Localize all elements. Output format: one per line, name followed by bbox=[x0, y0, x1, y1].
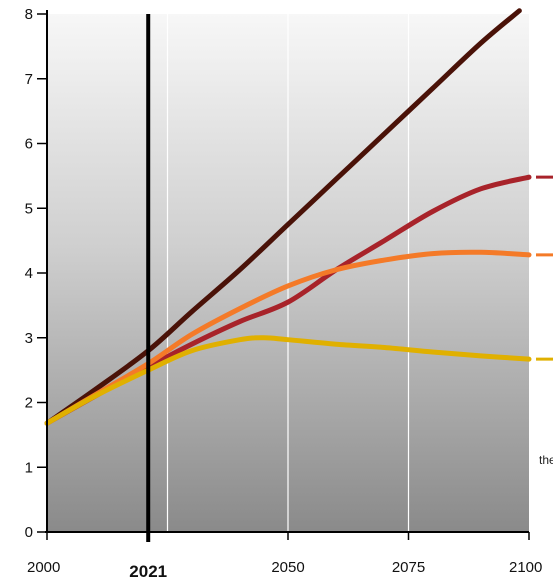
x-tick-label-2050: 2050 bbox=[271, 559, 304, 576]
series-line-1 bbox=[44, 8, 522, 426]
y-tick-label-0: 0 bbox=[25, 524, 33, 541]
right-markers bbox=[536, 175, 553, 361]
y-tick-label-4: 4 bbox=[25, 265, 33, 282]
x-tick-label-2021: 2021 bbox=[129, 562, 167, 581]
y-tick-label-1: 1 bbox=[25, 459, 33, 476]
x-tick-label-2000: 2000 bbox=[27, 559, 60, 576]
y-tick-label-3: 3 bbox=[25, 330, 33, 347]
y-tick-label-6: 6 bbox=[25, 136, 33, 153]
y-tick-label-2: 2 bbox=[25, 395, 33, 412]
axes: 0 1 2 3 4 5 6 7 8 2000 2021 2050 2075 2100 bbox=[25, 6, 543, 581]
x-tick-label-2100: 2100 bbox=[509, 559, 542, 576]
series-line-4 bbox=[44, 335, 532, 426]
series-line-3 bbox=[44, 249, 532, 426]
x-tick-label-2075: 2075 bbox=[392, 559, 425, 576]
side-note-text: the bbox=[539, 453, 553, 467]
y-tick-label-5: 5 bbox=[25, 200, 33, 217]
y-tick-label-7: 7 bbox=[25, 71, 33, 88]
y-tick-label-8: 8 bbox=[25, 6, 33, 23]
series-layer bbox=[44, 8, 532, 426]
